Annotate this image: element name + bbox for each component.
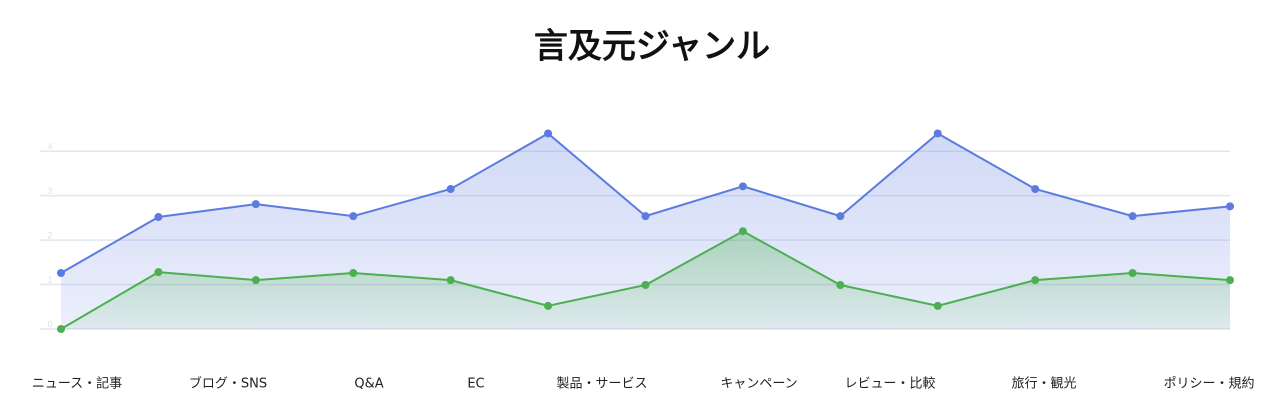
point (544, 129, 553, 138)
point (57, 325, 65, 333)
point (1128, 212, 1137, 221)
x-tick-label: ブログ・SNS (189, 376, 267, 392)
x-tick-label: EC (467, 377, 484, 392)
y-tick-label: 4 (47, 143, 53, 153)
point (446, 185, 455, 193)
x-tick-label: ニュース・記事 (32, 376, 122, 392)
point (1226, 276, 1234, 285)
point (836, 281, 845, 289)
point (154, 268, 163, 277)
y-tick-label: 3 (47, 187, 53, 197)
x-tick-label: 製品・サービス (556, 377, 647, 392)
x-tick-label: レビュー・比較 (844, 377, 935, 392)
point (641, 212, 650, 221)
point (738, 182, 747, 191)
point (836, 212, 845, 221)
point (154, 213, 163, 221)
y-tick-label: 1 (47, 276, 53, 286)
point (1128, 269, 1137, 277)
x-tick-label: キャンペーン (720, 377, 797, 392)
point (641, 281, 650, 289)
y-tick-label: 2 (47, 232, 53, 242)
area (61, 231, 1230, 329)
point (933, 129, 942, 138)
point (251, 200, 260, 209)
point (57, 269, 65, 277)
x-tick-label: 旅行・観光 (1011, 377, 1076, 392)
y-tick-label: 0 (47, 321, 53, 331)
point (349, 269, 358, 277)
point (446, 276, 455, 285)
chart-title: 言及元ジャンル (534, 27, 770, 67)
point (1226, 202, 1234, 211)
point (1031, 276, 1040, 285)
point (349, 212, 358, 221)
x-tick-label: Q&A (354, 377, 383, 392)
point (738, 227, 747, 236)
point (544, 301, 553, 310)
point (251, 276, 260, 285)
x-tick-label: ポリシー・規約 (1163, 377, 1254, 392)
point (933, 301, 942, 310)
point (1031, 185, 1040, 193)
